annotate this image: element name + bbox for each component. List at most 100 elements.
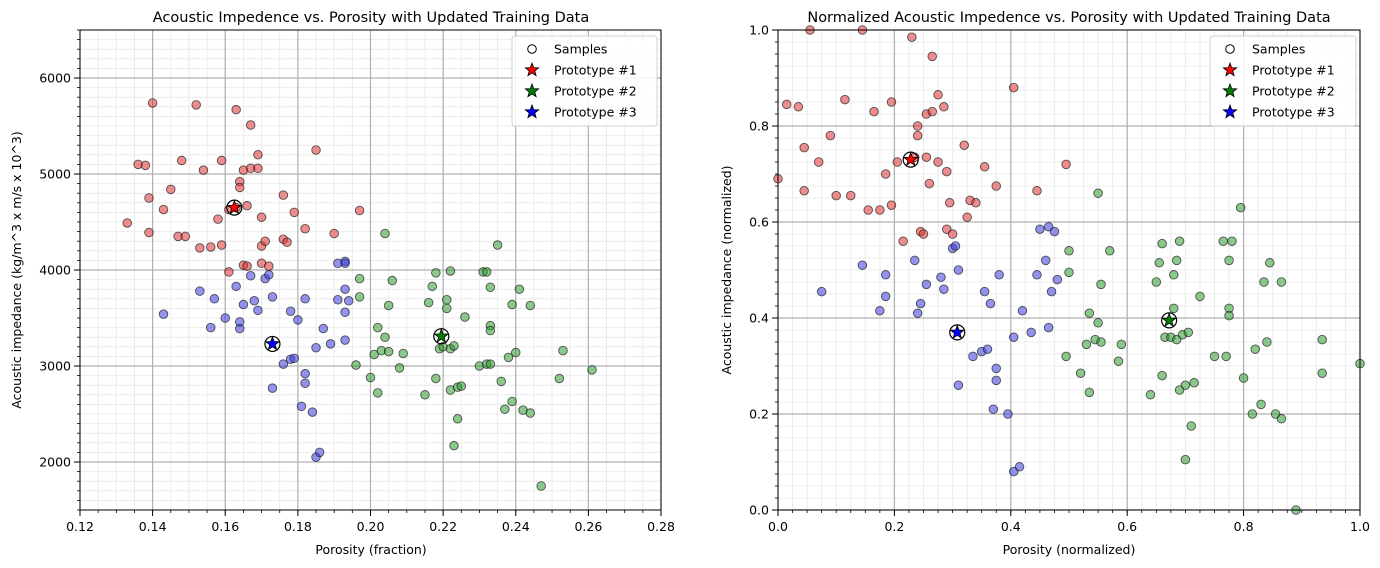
data-point (1049, 226, 1060, 237)
data-point (314, 447, 325, 458)
y-tick-label: 5000 (39, 167, 71, 182)
data-point (351, 360, 361, 370)
y-tick-label: 0.8 (749, 119, 769, 134)
data-point (427, 281, 437, 292)
data-point (1224, 310, 1234, 321)
legend: Samples Prototype #1 Prototype #2 Prototype… (511, 35, 658, 127)
plot-frame (79, 29, 662, 511)
data-point (912, 130, 923, 141)
data-point (971, 198, 981, 208)
data-point (158, 309, 169, 319)
data-point (1061, 159, 1071, 170)
x-tick-label: 0.16 (211, 519, 239, 534)
data-point (1262, 337, 1272, 347)
data-point (1043, 322, 1054, 333)
data-point (231, 281, 241, 292)
data-point (918, 229, 929, 239)
data-point (300, 378, 310, 389)
data-point (880, 291, 891, 302)
data-point (253, 150, 263, 160)
data-point (825, 130, 836, 141)
legend-label: Prototype #2 (1252, 84, 1335, 99)
data-point (799, 186, 809, 196)
data-point (1145, 390, 1156, 400)
data-point (1180, 454, 1191, 465)
data-point (1096, 279, 1106, 290)
data-point (1221, 351, 1231, 362)
data-point (1224, 255, 1234, 266)
data-point (365, 372, 376, 383)
y-tick-label: 0.2 (749, 407, 769, 422)
data-point (220, 313, 230, 323)
x-tick-label: 1.0 (1350, 519, 1370, 534)
y-tick-label: 0.0 (749, 503, 769, 518)
data-point (460, 312, 470, 322)
data-point (238, 299, 249, 310)
data-point (253, 163, 263, 173)
data-point (431, 373, 441, 384)
plot-frame (777, 29, 1361, 511)
data-point (354, 273, 365, 284)
data-point (147, 98, 158, 108)
data-point (224, 267, 234, 277)
data-point (354, 292, 365, 302)
data-point (1276, 277, 1287, 287)
data-point (1157, 238, 1167, 249)
data-point (1189, 378, 1199, 388)
data-point (994, 270, 1004, 280)
data-point (953, 380, 964, 390)
data-point (380, 228, 390, 239)
data-point (880, 169, 891, 179)
legend-prototype-marker (524, 103, 540, 119)
data-point (431, 268, 441, 278)
data-point (1035, 224, 1045, 234)
prototype-star (902, 151, 919, 167)
data-point (886, 97, 897, 107)
data-point (340, 258, 350, 269)
data-point (343, 295, 354, 306)
data-point (449, 341, 459, 351)
data-point (500, 404, 510, 414)
data-point (300, 294, 310, 304)
data-point (962, 212, 972, 222)
data-point (953, 265, 964, 275)
data-point (1317, 334, 1327, 345)
data-point (481, 267, 492, 277)
data-point (799, 142, 809, 153)
data-point (449, 440, 459, 451)
data-point (831, 190, 841, 201)
x-tick-label: 0.6 (1117, 519, 1137, 534)
right-y-axis-label: Acoustic impedance (normalized) (719, 165, 734, 374)
data-point (1096, 337, 1106, 347)
data-point (191, 100, 201, 110)
prototype-star (1161, 312, 1177, 328)
legend-prototype-marker (1222, 82, 1238, 98)
legend-prototype-marker (524, 61, 540, 77)
data-point (383, 300, 394, 311)
data-point (1061, 351, 1071, 362)
data-point (209, 294, 220, 304)
data-point (373, 322, 383, 333)
data-point (158, 204, 169, 215)
data-point (1157, 370, 1167, 381)
data-point (1003, 409, 1013, 419)
data-point (816, 286, 827, 297)
data-point (915, 298, 926, 309)
x-tick-label: 0.24 (502, 519, 530, 534)
data-point (176, 155, 187, 166)
data-point (813, 157, 824, 167)
data-point (880, 270, 891, 280)
data-point (333, 295, 343, 305)
data-point (1235, 202, 1246, 213)
data-point (216, 155, 227, 166)
legend-label: Prototype #3 (554, 105, 637, 120)
data-point (536, 481, 546, 491)
data-point (398, 348, 408, 359)
data-point (985, 298, 996, 309)
right-chart-title: Normalized Acoustic Impedence vs. Porosi… (807, 10, 1330, 26)
data-point (991, 375, 1002, 386)
data-point (875, 205, 885, 215)
data-point (380, 332, 390, 342)
data-point (442, 295, 452, 305)
